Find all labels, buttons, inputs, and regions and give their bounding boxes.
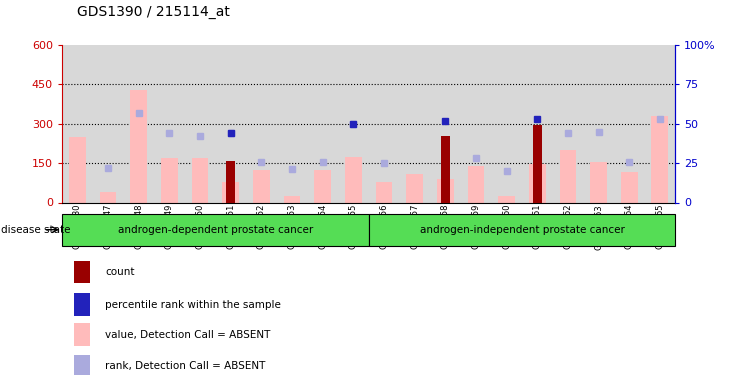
Bar [185,45,215,203]
Text: count: count [105,267,134,277]
Bar [461,45,491,203]
Bar [314,170,331,202]
Bar [161,158,178,203]
Bar [369,214,675,246]
Bar [522,45,553,203]
Bar [191,158,209,203]
Text: disease state: disease state [1,225,70,235]
Bar [498,196,515,202]
Bar [614,45,645,203]
Text: GDS1390 / 215114_at: GDS1390 / 215114_at [77,5,229,19]
Bar [74,324,90,346]
Bar [307,45,338,203]
Bar [74,355,90,375]
Text: percentile rank within the sample: percentile rank within the sample [105,300,281,310]
Text: androgen-dependent prostate cancer: androgen-dependent prostate cancer [118,225,313,235]
Bar [369,45,399,203]
Bar [283,196,301,202]
Bar [222,182,239,203]
Text: value, Detection Call = ABSENT: value, Detection Call = ABSENT [105,330,270,340]
Bar [430,45,461,203]
Bar [74,293,90,316]
Bar [215,45,246,203]
Bar [529,164,546,202]
Bar [130,90,147,202]
Bar [345,157,362,203]
Bar [246,45,277,203]
Bar [651,116,669,202]
Bar [533,125,542,202]
Bar [93,45,123,203]
Bar [491,45,522,203]
Bar [590,162,607,202]
Bar [620,172,638,202]
Text: androgen-independent prostate cancer: androgen-independent prostate cancer [420,225,624,235]
Bar [154,45,185,203]
Bar [375,182,393,203]
Text: rank, Detection Call = ABSENT: rank, Detection Call = ABSENT [105,361,265,371]
Bar [437,179,454,203]
Bar [406,174,423,202]
Bar [123,45,154,203]
Bar [559,150,577,202]
Bar [62,214,369,246]
Bar [645,45,675,203]
Bar [99,192,117,202]
Bar [583,45,614,203]
Bar [226,160,235,202]
Bar [277,45,307,203]
Bar [338,45,369,203]
Bar [399,45,430,203]
Bar [62,45,93,203]
Bar [467,166,485,202]
Bar [253,170,270,202]
Bar [553,45,583,203]
Bar [441,136,450,202]
Bar [69,137,86,202]
Bar [74,261,90,283]
